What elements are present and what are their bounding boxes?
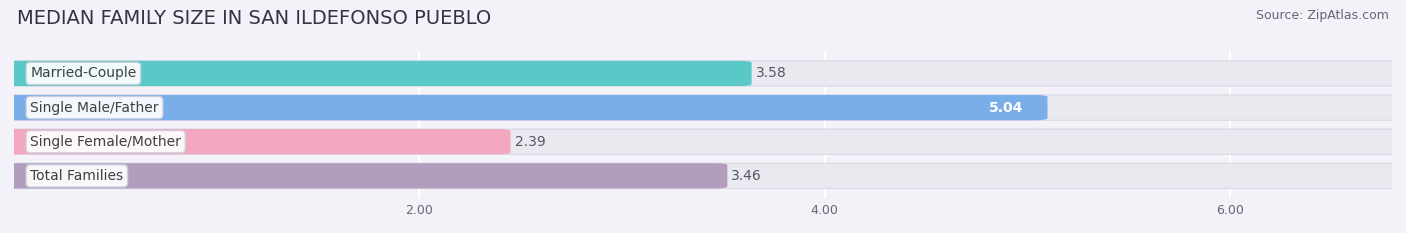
Text: Total Families: Total Families: [31, 169, 124, 183]
FancyBboxPatch shape: [1, 95, 1047, 120]
Text: 3.58: 3.58: [755, 66, 786, 80]
FancyBboxPatch shape: [1, 95, 1405, 120]
Text: Married-Couple: Married-Couple: [31, 66, 136, 80]
FancyBboxPatch shape: [1, 163, 727, 188]
FancyBboxPatch shape: [1, 163, 1405, 188]
FancyBboxPatch shape: [1, 61, 1405, 86]
FancyBboxPatch shape: [1, 129, 510, 154]
Text: Source: ZipAtlas.com: Source: ZipAtlas.com: [1256, 9, 1389, 22]
Text: MEDIAN FAMILY SIZE IN SAN ILDEFONSO PUEBLO: MEDIAN FAMILY SIZE IN SAN ILDEFONSO PUEB…: [17, 9, 491, 28]
Text: 2.39: 2.39: [515, 135, 546, 149]
Text: 5.04: 5.04: [988, 101, 1024, 115]
Text: 3.46: 3.46: [731, 169, 762, 183]
Text: Single Male/Father: Single Male/Father: [31, 101, 159, 115]
FancyBboxPatch shape: [1, 129, 1405, 154]
FancyBboxPatch shape: [1, 61, 752, 86]
Text: Single Female/Mother: Single Female/Mother: [31, 135, 181, 149]
